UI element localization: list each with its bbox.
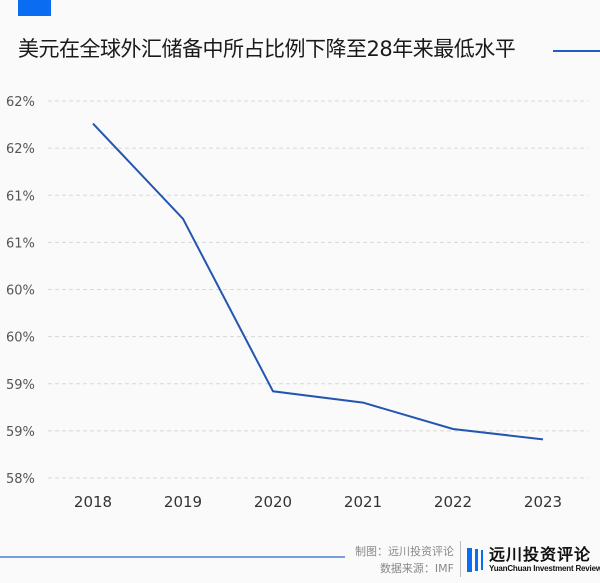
x-tick-label: 2019 — [164, 493, 202, 511]
logo-name: 远川投资评论 — [489, 545, 592, 564]
y-tick-label: 59% — [6, 378, 35, 393]
x-tick-label: 2020 — [254, 493, 292, 511]
series-line — [92, 122, 544, 441]
x-tick-label: 2022 — [434, 493, 472, 511]
y-tick-label: 61% — [6, 189, 35, 204]
logo-bar-icon — [475, 549, 478, 571]
y-tick-label: 60% — [6, 284, 35, 299]
footer-rule — [0, 556, 345, 558]
x-tick-label: 2018 — [74, 493, 112, 511]
logo-english: YuanChuan Investment Review — [489, 564, 600, 573]
logo-bar-icon — [467, 548, 472, 572]
y-tick-label: 58% — [6, 472, 35, 487]
credit-text: 制图：远川投资评论 — [355, 545, 454, 558]
credit-block: 制图：远川投资评论 数据来源：IMF — [355, 543, 454, 577]
title-rule — [553, 50, 600, 52]
brand-logo: 远川投资评论 YuanChuan Investment Review — [467, 546, 600, 574]
y-tick-label: 60% — [6, 331, 35, 346]
accent-bar — [18, 0, 51, 16]
x-tick-label: 2021 — [344, 493, 382, 511]
footer-divider — [460, 541, 461, 577]
y-tick-label: 62% — [6, 95, 35, 110]
x-tick-label: 2023 — [524, 493, 562, 511]
y-tick-label: 61% — [6, 236, 35, 251]
y-tick-label: 62% — [6, 142, 35, 157]
y-tick-label: 59% — [6, 425, 35, 440]
chart-title: 美元在全球外汇储备中所占比例下降至28年来最低水平 — [18, 37, 516, 61]
logo-bar-icon — [481, 550, 483, 570]
source-text: 数据来源：IMF — [379, 562, 454, 575]
